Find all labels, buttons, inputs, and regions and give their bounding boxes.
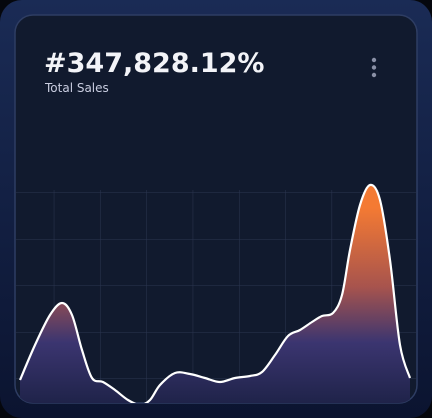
menu-button[interactable] (371, 57, 377, 78)
plot (18, 183, 412, 403)
menu-dot (371, 72, 377, 78)
chart-subtitle: Total Sales (44, 81, 109, 95)
area-line (18, 183, 412, 403)
chart-area (15, 183, 417, 403)
chart-title: #347,828.12% (44, 48, 264, 79)
menu-dot (371, 57, 377, 63)
area-fill (20, 184, 410, 403)
menu-dot (371, 65, 377, 70)
